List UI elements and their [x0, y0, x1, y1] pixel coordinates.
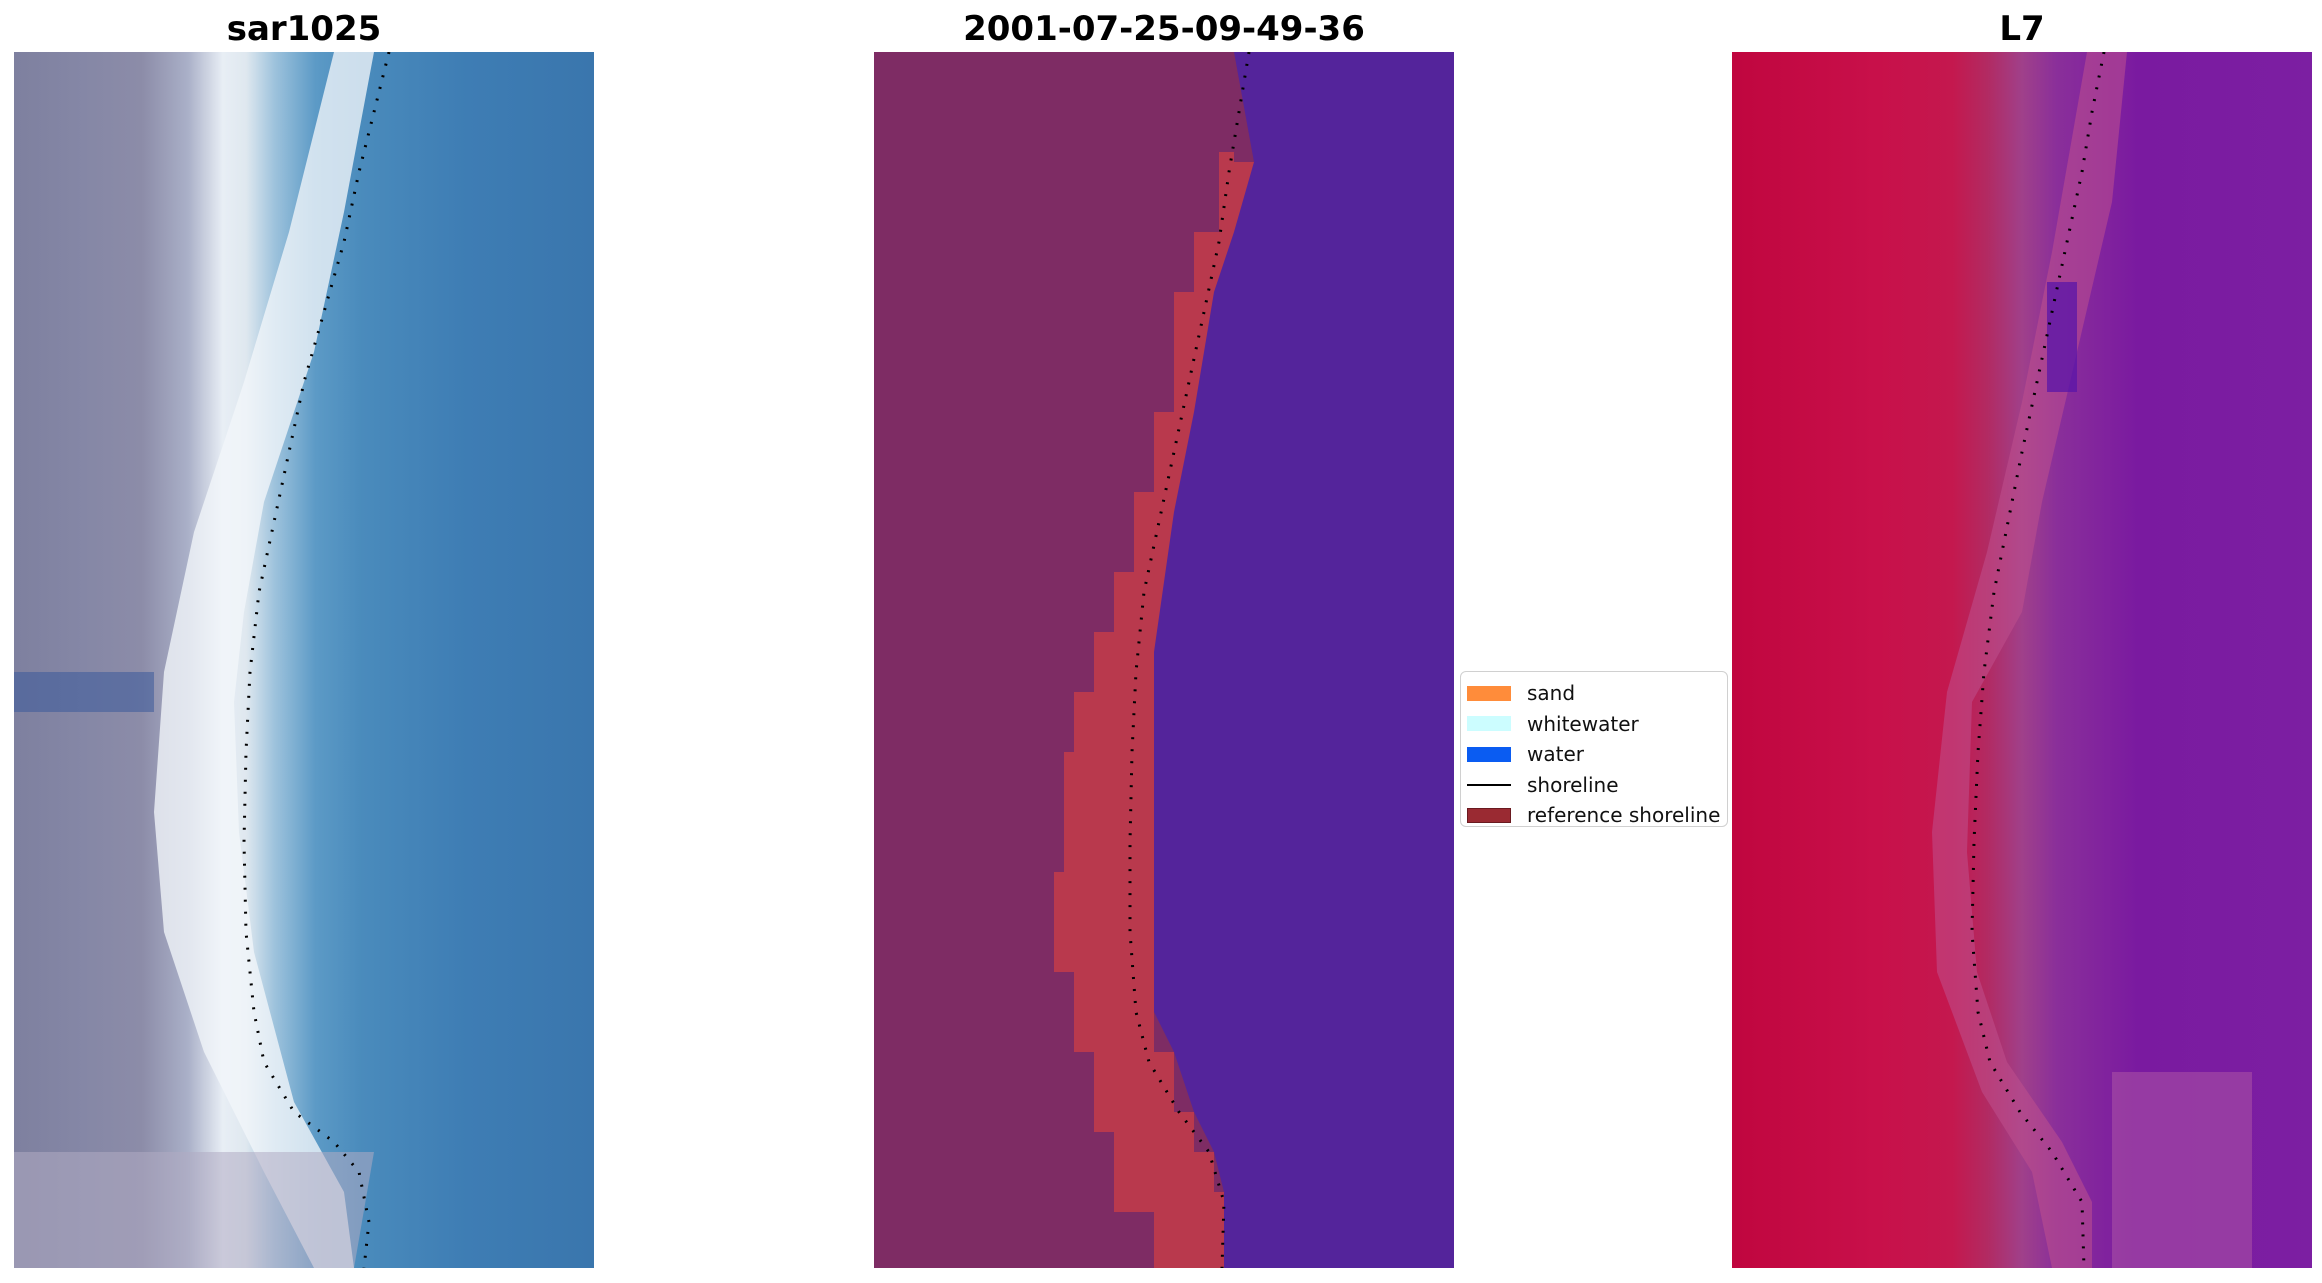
panel-title: sar1025	[226, 9, 382, 49]
legend-label: whitewater	[1527, 711, 1639, 736]
surf-band	[154, 52, 374, 1268]
water-class	[1154, 52, 1454, 1268]
legend-item-sand: sand	[1467, 678, 1727, 709]
legend-item-shoreline: shoreline	[1467, 770, 1727, 801]
panel-classification: 2001-07-25-09-49-36	[874, 0, 1454, 1283]
false-colour-overlay	[1932, 52, 2252, 1268]
legend-label: shoreline	[1527, 772, 1619, 797]
dark-patch	[14, 672, 154, 712]
panel-rgb: sar1025	[14, 0, 594, 1283]
legend-item-water: water	[1467, 739, 1727, 770]
legend-item-whitewater: whitewater	[1467, 709, 1727, 740]
light-patch	[2112, 1072, 2252, 1268]
whitewater-swatch	[1467, 716, 1511, 732]
shoreline-dots	[1970, 52, 2106, 1268]
reference-shoreline-swatch	[1467, 807, 1511, 823]
classification-overlay	[874, 52, 1454, 1268]
panel-title: L7	[1999, 9, 2045, 49]
classification-image	[874, 52, 1454, 1268]
shoreline-swatch	[1467, 783, 1511, 786]
water-swatch	[1467, 746, 1511, 762]
rgb-image	[14, 52, 594, 1268]
bright-patch	[14, 1152, 374, 1268]
panel-false-colour: L7	[1732, 0, 2312, 1283]
sand-swatch	[1467, 685, 1511, 701]
shoreline-overlay	[14, 52, 391, 1268]
false-colour-image	[1732, 52, 2312, 1268]
legend-label: water	[1527, 742, 1584, 767]
beach-band	[1932, 52, 2127, 1268]
legend-label: sand	[1527, 681, 1576, 706]
shoreline-dots	[1128, 52, 1251, 1268]
legend-label: reference shoreline	[1527, 803, 1721, 828]
dark-water-patch	[2047, 282, 2077, 392]
panel-title: 2001-07-25-09-49-36	[963, 9, 1365, 49]
legend-item-reference-shoreline: reference shoreline	[1467, 800, 1727, 831]
legend: sand whitewater water shoreline referenc…	[1460, 671, 1728, 827]
